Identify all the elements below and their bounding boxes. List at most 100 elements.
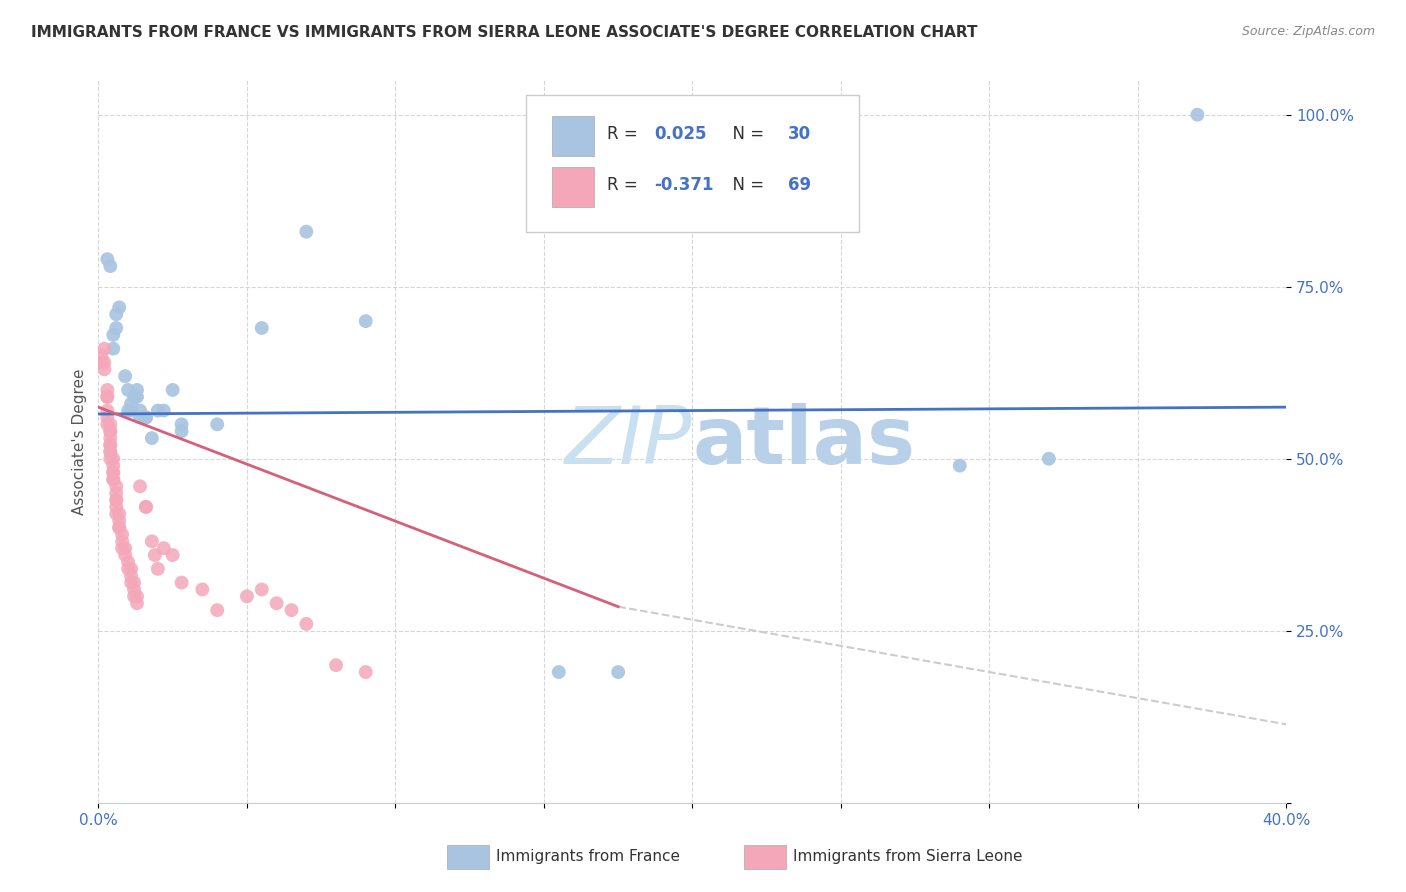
Point [98, 451, 121, 466]
Point [105, 493, 128, 508]
Point [266, 596, 288, 610]
Point [103, 342, 125, 356]
Point [117, 555, 139, 569]
Point [135, 500, 157, 514]
Point [129, 403, 152, 417]
Text: atlas: atlas [692, 402, 915, 481]
Text: ZIP: ZIP [565, 402, 692, 481]
Point [152, 403, 174, 417]
FancyBboxPatch shape [447, 845, 489, 870]
Point [96, 403, 118, 417]
Point [96, 390, 118, 404]
Point [98, 259, 121, 273]
Point [96, 252, 118, 267]
Y-axis label: Associate's Degree: Associate's Degree [72, 368, 87, 515]
Point [90, 349, 112, 363]
Text: Immigrants from France: Immigrants from France [496, 849, 681, 864]
Point [120, 397, 142, 411]
Point [96, 390, 118, 404]
Point [205, 417, 228, 432]
Point [250, 582, 273, 597]
Point [250, 321, 273, 335]
Point [129, 410, 152, 425]
Point [93, 362, 115, 376]
FancyBboxPatch shape [744, 845, 786, 870]
Point [105, 500, 128, 514]
Point [98, 431, 121, 445]
Point [103, 327, 125, 342]
Point [125, 596, 148, 610]
Point [325, 658, 347, 673]
Text: R =: R = [607, 176, 643, 194]
Point [98, 438, 121, 452]
Point [98, 445, 121, 459]
Point [98, 445, 121, 459]
Point [96, 410, 118, 425]
Point [143, 548, 166, 562]
Point [125, 390, 148, 404]
Point [117, 562, 139, 576]
Point [170, 417, 193, 432]
Point [162, 383, 184, 397]
Text: 69: 69 [787, 176, 811, 194]
Point [146, 403, 169, 417]
Point [114, 369, 136, 384]
Point [108, 520, 131, 534]
Point [105, 321, 128, 335]
Point [125, 383, 148, 397]
Point [135, 410, 157, 425]
FancyBboxPatch shape [553, 167, 593, 207]
Point [162, 548, 184, 562]
Point [108, 514, 131, 528]
Text: Immigrants from Sierra Leone: Immigrants from Sierra Leone [793, 849, 1024, 864]
Point [125, 590, 148, 604]
Point [295, 616, 318, 631]
Point [354, 665, 377, 679]
Point [120, 575, 142, 590]
Point [96, 417, 118, 432]
Text: Source: ZipAtlas.com: Source: ZipAtlas.com [1241, 25, 1375, 38]
Point [141, 431, 163, 445]
Point [295, 225, 318, 239]
Point [191, 582, 214, 597]
Point [103, 472, 125, 486]
Point [122, 390, 145, 404]
Text: N =: N = [723, 126, 769, 144]
Point [117, 383, 139, 397]
Point [1038, 451, 1060, 466]
FancyBboxPatch shape [526, 95, 859, 232]
Point [152, 541, 174, 556]
Point [146, 562, 169, 576]
Point [170, 575, 193, 590]
Text: 30: 30 [787, 126, 811, 144]
Point [170, 424, 193, 438]
Text: IMMIGRANTS FROM FRANCE VS IMMIGRANTS FROM SIERRA LEONE ASSOCIATE'S DEGREE CORREL: IMMIGRANTS FROM FRANCE VS IMMIGRANTS FRO… [31, 25, 977, 40]
Point [111, 527, 134, 541]
Point [96, 383, 118, 397]
Text: N =: N = [723, 176, 769, 194]
Point [117, 403, 139, 417]
Point [135, 500, 157, 514]
Point [98, 438, 121, 452]
Point [105, 493, 128, 508]
Point [105, 486, 128, 500]
Point [103, 466, 125, 480]
Point [108, 301, 131, 315]
Point [103, 451, 125, 466]
Point [135, 410, 157, 425]
Point [108, 507, 131, 521]
Point [129, 479, 152, 493]
Point [105, 307, 128, 321]
Point [98, 424, 121, 438]
Point [354, 314, 377, 328]
Point [949, 458, 972, 473]
Point [90, 355, 112, 369]
Point [122, 590, 145, 604]
Point [547, 665, 569, 679]
Point [93, 355, 115, 369]
Point [122, 582, 145, 597]
Point [280, 603, 302, 617]
Point [114, 548, 136, 562]
Point [236, 590, 259, 604]
Text: R =: R = [607, 126, 643, 144]
